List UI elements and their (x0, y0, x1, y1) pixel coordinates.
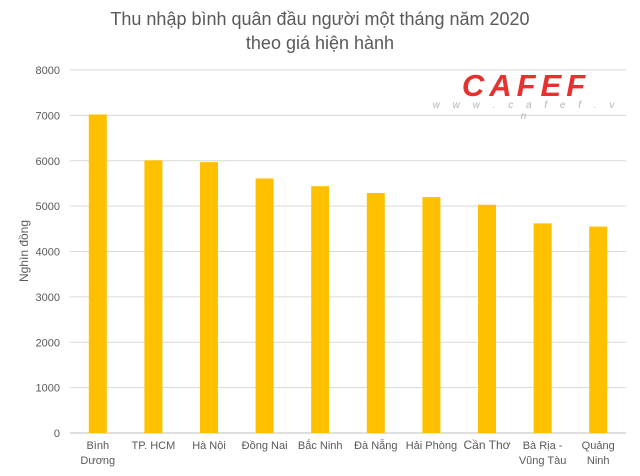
bar (144, 160, 163, 433)
chart-title-line-2: theo giá hiện hành (245, 33, 395, 53)
chart-title-line-1: Thu nhập bình quân đầu người một tháng n… (110, 9, 530, 29)
bar (533, 223, 552, 433)
y-tick-label: 2000 (36, 337, 60, 349)
y-tick-label: 8000 (36, 65, 60, 77)
y-axis-ticks: 0 1000 2000 3000 4000 5000 6000 7000 8000 (36, 65, 60, 440)
x-tick-label: Bà Rịa - (523, 440, 563, 452)
x-tick-label: Đà Nẵng (354, 439, 397, 452)
x-tick-label: TP. HCM (131, 440, 175, 452)
bar (422, 197, 441, 433)
y-tick-label: 1000 (36, 383, 60, 395)
y-tick-label: 6000 (36, 156, 60, 168)
y-tick-label: 3000 (36, 292, 60, 304)
bar (311, 186, 330, 433)
gridlines (70, 69, 626, 434)
x-tick-label: Hà Nội (192, 440, 226, 452)
bar (589, 226, 608, 433)
bar (255, 178, 274, 433)
y-tick-label: 5000 (36, 201, 60, 213)
x-tick-label: Bắc Ninh (298, 439, 343, 452)
x-tick-label: Bình (86, 440, 109, 452)
cafef-watermark-logo: CAFEF w w w . c a f e f . v n (428, 68, 628, 122)
bar (366, 192, 385, 433)
bar (478, 204, 496, 433)
y-tick-label: 4000 (36, 247, 60, 259)
x-tick-label: Hải Phòng (406, 440, 457, 452)
x-tick-label: Quảng (582, 440, 615, 452)
bars (88, 114, 608, 433)
x-tick-label: Vũng Tàu (519, 455, 567, 467)
y-tick-label: 7000 (36, 110, 60, 122)
x-tick-label: Cần Thơ (463, 438, 510, 452)
y-tick-label: 0 (54, 428, 60, 440)
bar (88, 114, 107, 433)
cafef-logo-text: CAFEF (461, 68, 591, 103)
y-axis-label: Nghìn đồng (17, 220, 31, 282)
cafef-url-text: w w w . c a f e f . v n (432, 100, 620, 122)
x-tick-label: Ninh (587, 455, 610, 467)
x-tick-label: Đồng Nai (242, 440, 288, 452)
x-axis-ticks: Bình Dương TP. HCM Hà Nội Đồng Nai Bắc Ninh Đà… (80, 438, 614, 467)
bar (200, 162, 218, 433)
x-tick-label: Dương (80, 455, 115, 467)
